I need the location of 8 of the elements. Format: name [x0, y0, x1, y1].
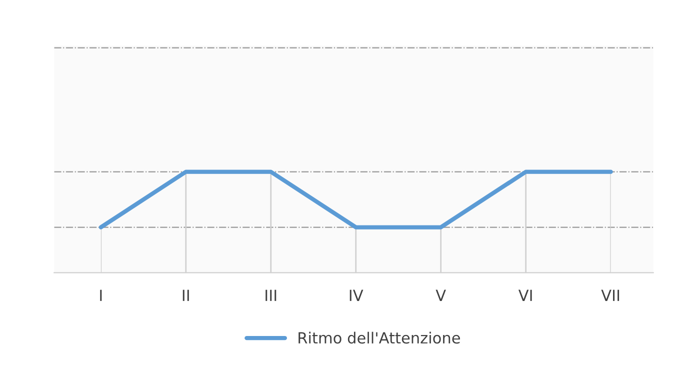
x-tick-label: V: [436, 290, 446, 301]
x-tick-label: III: [266, 290, 276, 301]
x-tick-label: VII: [601, 290, 620, 301]
x-tick-label: IV: [350, 290, 364, 301]
x-tick-label: I: [100, 290, 102, 301]
x-tick-label: VI: [518, 290, 532, 301]
legend-label: Ritmo dell'Attenzione: [298, 332, 460, 344]
x-tick-label: II: [182, 290, 189, 301]
